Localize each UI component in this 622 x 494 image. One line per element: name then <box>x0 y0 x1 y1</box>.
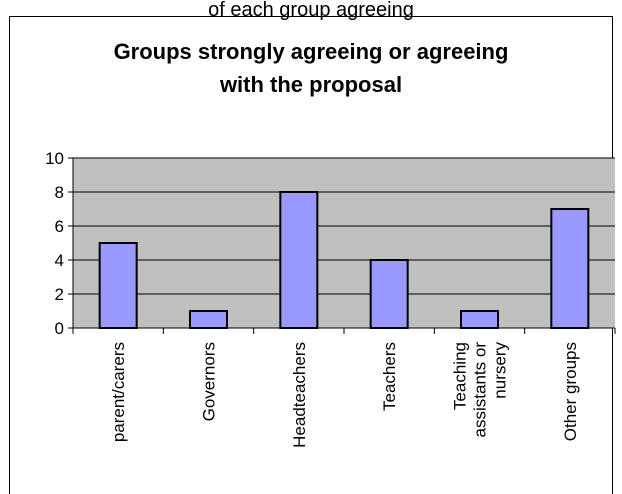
x-category-label-line: nursery <box>491 342 510 399</box>
x-category-label: Other groups <box>561 342 580 441</box>
bar-teaching-assistants-or-nursery <box>460 310 499 329</box>
bar-parent-carers <box>98 242 138 329</box>
bar-governors <box>189 310 228 329</box>
plot-area <box>73 158 615 328</box>
x-category-label: Teachers <box>380 342 399 411</box>
x-category-label: Governors <box>200 342 219 421</box>
x-category-label-line: Teachers <box>380 342 399 411</box>
chart-title-line-1: Groups strongly agreeing or agreeing <box>113 39 509 64</box>
x-category-label-line: Headteachers <box>290 342 309 448</box>
x-category-label-line: Governors <box>200 342 219 421</box>
y-tick-label: 0 <box>55 319 64 338</box>
x-category-label: Headteachers <box>290 342 309 448</box>
y-tick-label: 10 <box>45 149 64 168</box>
x-category-label-line: Other groups <box>561 342 580 441</box>
top-caption: of each group agreeing <box>208 0 414 21</box>
y-tick-label: 6 <box>55 217 64 236</box>
x-category-label-line: parent/carers <box>109 342 128 442</box>
bar-teachers <box>369 259 409 329</box>
chart-title-line-2: with the proposal <box>219 72 403 97</box>
x-category-label-line: assistants or <box>471 342 490 438</box>
bar-headteachers <box>279 191 319 329</box>
chart-title: Groups strongly agreeing or agreeing wit… <box>0 35 622 101</box>
bar-other-groups <box>550 208 590 329</box>
x-category-label: Teaching assistants or nursery <box>451 342 510 438</box>
x-category-label: parent/carers <box>109 342 128 442</box>
x-category-label-line: Teaching <box>451 342 470 410</box>
y-tick-label: 2 <box>55 285 64 304</box>
y-tick-label: 4 <box>55 251 64 270</box>
y-tick-label: 8 <box>55 183 64 202</box>
